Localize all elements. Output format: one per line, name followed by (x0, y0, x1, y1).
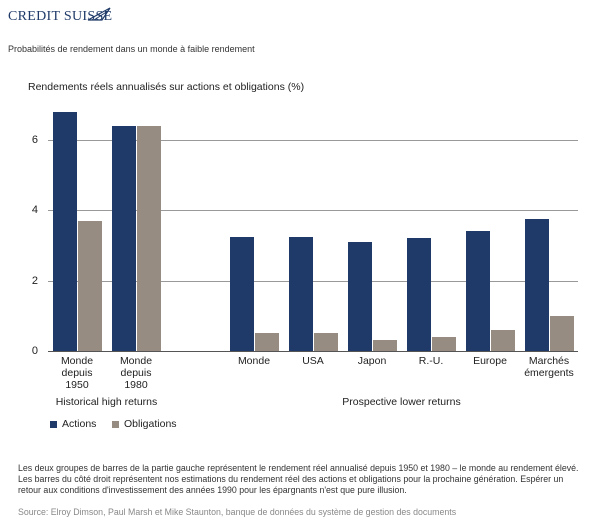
bar (137, 125, 161, 351)
group-label: Historical high returns (55, 396, 158, 408)
x-tick-label: Europe (473, 355, 507, 367)
bar (255, 333, 279, 351)
grid-line (48, 351, 578, 352)
bar (373, 340, 397, 351)
bar (407, 238, 431, 351)
x-tick-label: Monde (237, 355, 271, 367)
chart-title: Rendements réels annualisés sur actions … (28, 81, 305, 93)
bar (466, 231, 490, 351)
x-tick-label: R.-U. (418, 355, 444, 367)
x-tick-label: USA (302, 355, 324, 367)
bar (348, 241, 372, 351)
legend-label: Actions (62, 418, 97, 430)
grid-line (48, 210, 578, 211)
x-tick-label: Japon (357, 355, 387, 367)
bar (53, 111, 77, 351)
logo-sail (87, 7, 111, 21)
y-tick-label: 2 (31, 274, 38, 287)
subtitle: Probabilités de rendement dans un monde … (8, 44, 255, 54)
y-tick-label: 0 (31, 345, 38, 357)
bar (491, 329, 515, 351)
bar (550, 315, 574, 351)
bar (230, 236, 254, 351)
brand: CREDIT SUISSE (8, 9, 113, 24)
y-tick-label: 4 (31, 204, 38, 217)
bar (289, 236, 313, 351)
y-tick-label: 6 (31, 133, 38, 146)
group-label: Prospective lower returns (342, 396, 461, 408)
bar (314, 333, 338, 351)
bar (112, 125, 136, 351)
legend-swatch (112, 421, 119, 428)
bar (78, 220, 102, 351)
grid-line (48, 140, 578, 141)
grid-line (48, 281, 578, 282)
x-tick-label: Monde depuis 1950 (60, 355, 94, 391)
bar (432, 336, 456, 351)
source: Source: Elroy Dimson, Paul Marsh et Mike… (18, 507, 457, 517)
legend-swatch (50, 421, 57, 428)
legend-label: Obligations (124, 418, 177, 430)
x-tick-label: Marchés émergents (524, 355, 574, 379)
footnote: Les deux groupes de barres de la partie … (18, 463, 579, 495)
x-tick-label: Monde depuis 1980 (119, 355, 153, 391)
bar (525, 219, 549, 351)
